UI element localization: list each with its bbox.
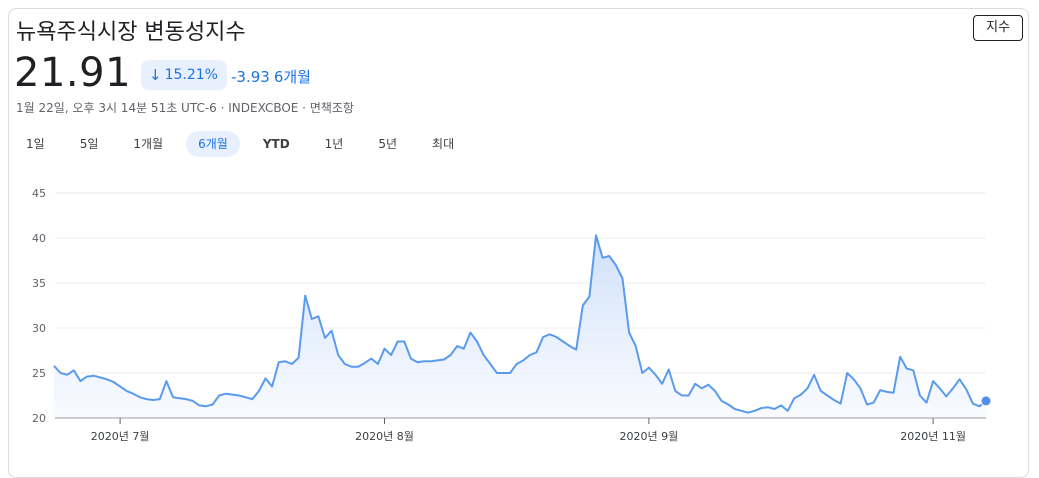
index-title: 뉴욕주식시장 변동성지수	[16, 20, 246, 45]
series-area	[54, 235, 986, 418]
range-tab-5[interactable]: 1년	[324, 137, 344, 151]
quote-meta: 1월 22일, 오후 3시 14분 51초 UTC-6 · INDEXCBOE …	[16, 101, 354, 115]
range-tab-3[interactable]: 6개월	[186, 131, 240, 157]
change-percent-badge: ↓ 15.21%	[141, 60, 227, 90]
change-absolute: -3.93 6개월	[231, 66, 311, 87]
y-tick-label: 20	[32, 412, 46, 425]
range-tab-2[interactable]: 1개월	[133, 137, 164, 151]
y-tick-label: 30	[32, 322, 46, 335]
current-price: 21.91	[14, 50, 132, 96]
range-tab-0[interactable]: 1일	[26, 137, 45, 151]
latest-point-marker	[980, 395, 992, 407]
range-tab-4[interactable]: YTD	[262, 137, 290, 151]
x-tick-label: 2020년 9월	[620, 430, 679, 443]
time-range-tabs: 1일 5일 1개월 6개월 YTD 1년 5년 최대	[14, 131, 477, 157]
change-percent: 15.21%	[164, 67, 218, 83]
change-value: -3.93	[231, 68, 270, 86]
range-tab-7[interactable]: 최대	[432, 137, 455, 151]
y-tick-label: 35	[32, 277, 46, 290]
index-type-badge[interactable]: 지수	[973, 15, 1023, 41]
y-tick-label: 40	[32, 232, 46, 245]
x-tick-label: 2020년 7월	[91, 430, 150, 443]
range-tab-1[interactable]: 5일	[79, 137, 99, 151]
y-tick-label: 45	[32, 187, 46, 200]
x-tick-label: 2020년 8월	[355, 430, 414, 443]
range-tab-6[interactable]: 5년	[378, 137, 398, 151]
price-chart[interactable]: 20 25 30 35 40 45 2020년 7월 2020년 8월 2020년 9월 2020…	[0, 0, 1039, 466]
series-line	[53, 234, 987, 414]
y-tick-label: 25	[32, 367, 46, 380]
change-period: 6개월	[273, 68, 311, 86]
x-tick-label: 2020년 11월	[900, 430, 966, 443]
arrow-down-icon: ↓	[149, 66, 162, 84]
